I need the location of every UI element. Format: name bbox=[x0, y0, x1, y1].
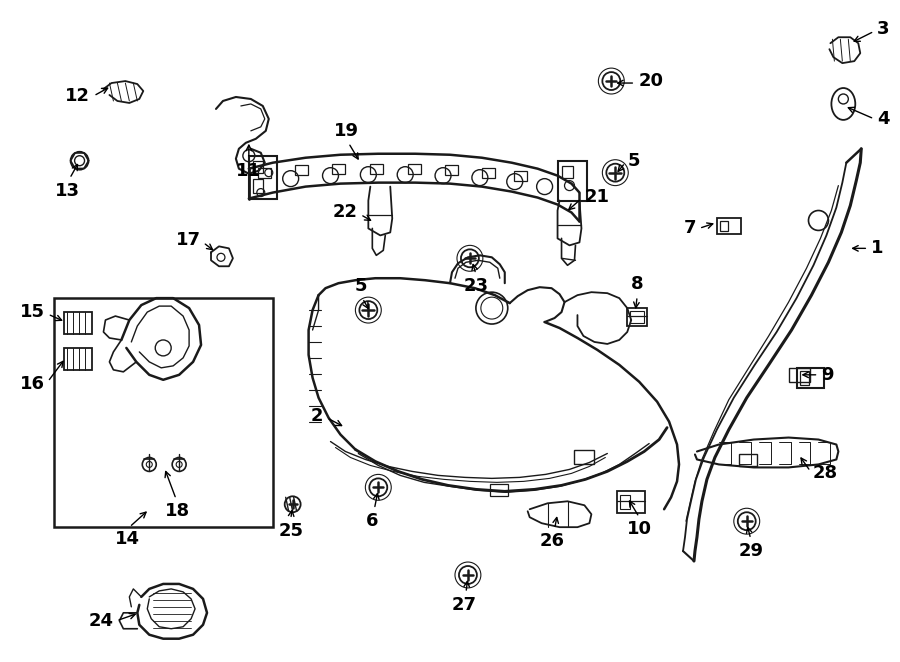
Bar bbox=[557, 161, 588, 201]
Text: 5: 5 bbox=[354, 277, 366, 295]
Text: 10: 10 bbox=[626, 520, 652, 538]
Bar bbox=[64, 348, 92, 370]
Text: 5: 5 bbox=[627, 152, 640, 169]
Text: 13: 13 bbox=[55, 181, 80, 200]
Text: 24: 24 bbox=[88, 612, 113, 630]
Bar bbox=[739, 455, 757, 467]
Bar bbox=[370, 164, 383, 173]
Text: 23: 23 bbox=[464, 277, 489, 295]
Bar bbox=[253, 179, 263, 193]
Text: 26: 26 bbox=[540, 532, 565, 550]
Bar bbox=[257, 167, 271, 177]
Text: 7: 7 bbox=[683, 219, 696, 238]
Text: 2: 2 bbox=[311, 406, 323, 424]
Bar bbox=[294, 165, 308, 175]
Text: 21: 21 bbox=[584, 187, 609, 206]
Bar bbox=[574, 449, 594, 465]
Bar bbox=[514, 171, 526, 181]
Bar bbox=[332, 164, 346, 173]
Bar bbox=[720, 222, 728, 232]
Bar bbox=[630, 311, 644, 323]
Text: 16: 16 bbox=[20, 375, 45, 393]
Text: 28: 28 bbox=[813, 465, 838, 483]
Text: 22: 22 bbox=[332, 203, 357, 222]
Bar bbox=[482, 167, 495, 177]
Text: 29: 29 bbox=[738, 542, 763, 560]
Bar bbox=[717, 218, 741, 234]
Bar bbox=[617, 491, 645, 513]
Bar bbox=[796, 368, 824, 388]
Bar bbox=[64, 312, 92, 334]
Text: 27: 27 bbox=[452, 596, 476, 614]
Text: 12: 12 bbox=[65, 87, 89, 105]
Bar bbox=[627, 308, 647, 326]
Bar bbox=[788, 368, 811, 382]
Text: 1: 1 bbox=[871, 240, 884, 258]
Bar bbox=[490, 485, 508, 496]
Text: 4: 4 bbox=[878, 110, 890, 128]
Bar bbox=[620, 495, 630, 509]
Text: 3: 3 bbox=[878, 21, 890, 38]
Bar bbox=[253, 161, 263, 173]
Text: 14: 14 bbox=[115, 530, 140, 548]
Bar bbox=[409, 164, 421, 173]
Text: 20: 20 bbox=[638, 72, 663, 90]
Text: 6: 6 bbox=[366, 512, 379, 530]
Text: 11: 11 bbox=[237, 162, 261, 179]
Text: 15: 15 bbox=[20, 303, 45, 321]
Bar bbox=[799, 371, 809, 385]
Text: 8: 8 bbox=[631, 275, 644, 293]
Text: 9: 9 bbox=[822, 366, 834, 384]
Bar bbox=[248, 156, 276, 199]
Bar bbox=[562, 166, 573, 177]
Text: 18: 18 bbox=[165, 502, 190, 520]
Text: 19: 19 bbox=[334, 122, 359, 140]
Bar bbox=[445, 165, 458, 175]
Text: 25: 25 bbox=[278, 522, 303, 540]
Text: 17: 17 bbox=[176, 232, 201, 250]
Bar bbox=[54, 298, 273, 527]
